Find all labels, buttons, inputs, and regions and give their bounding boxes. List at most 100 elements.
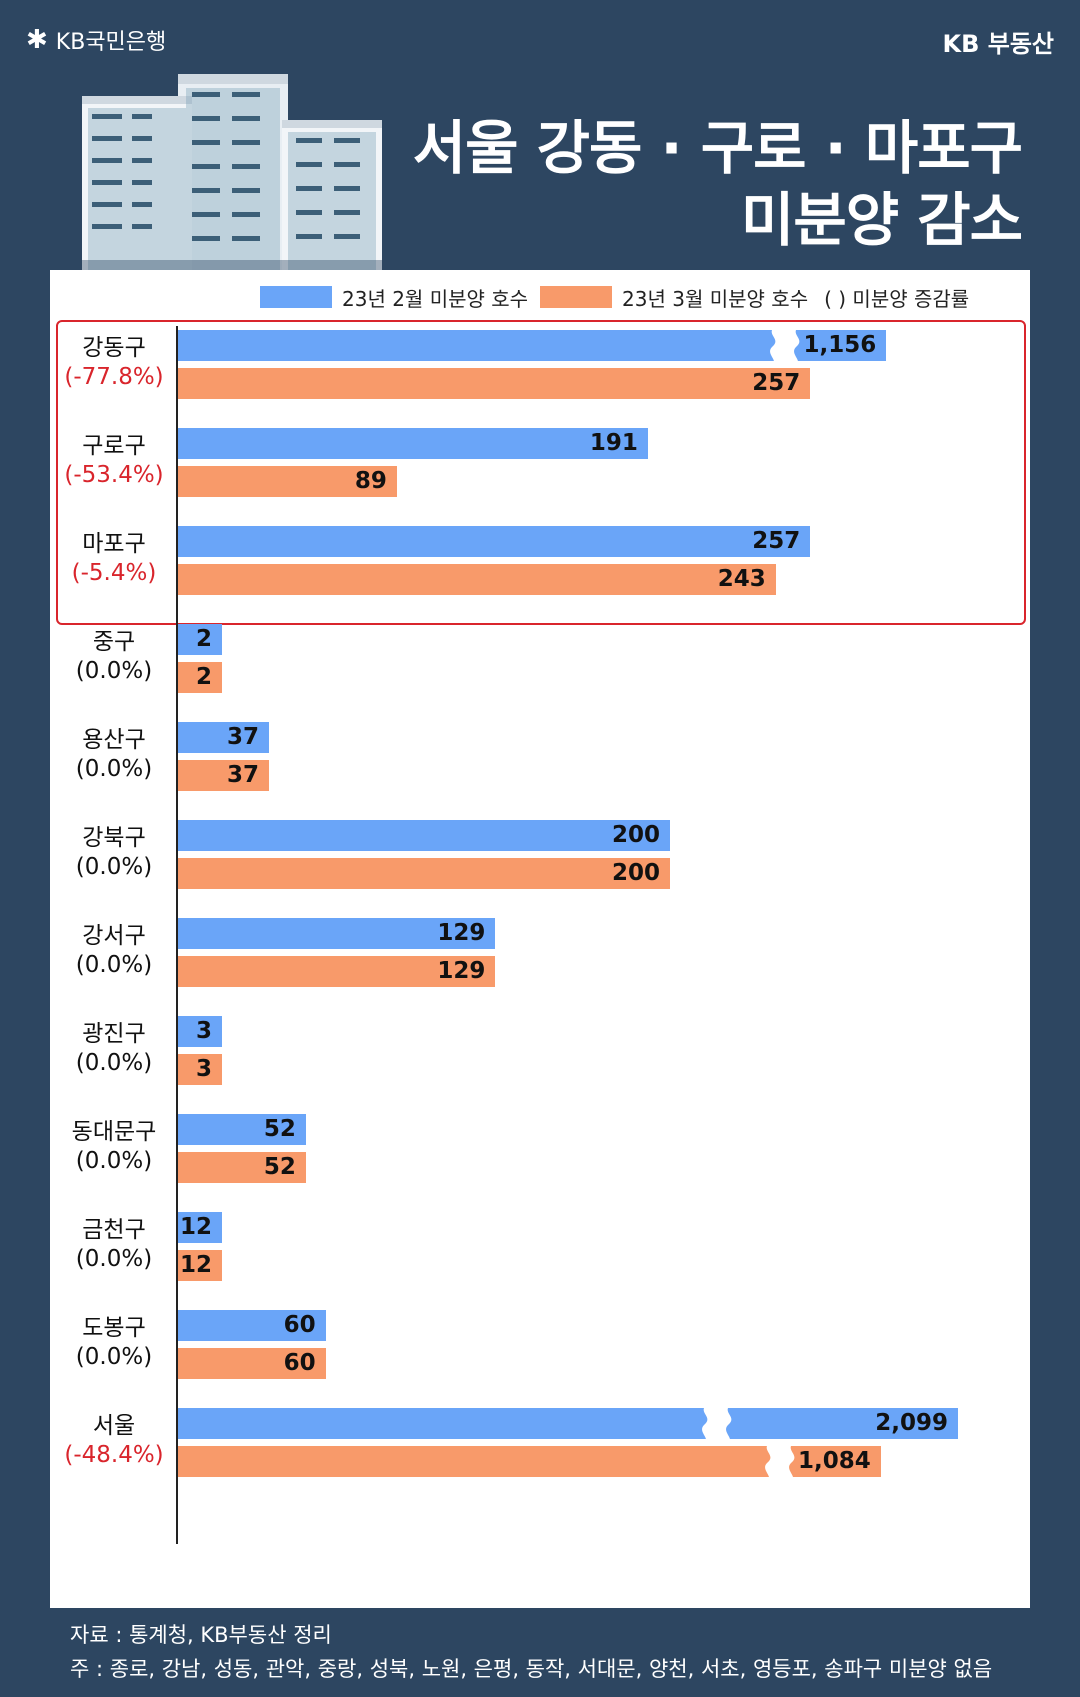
legend: 23년 2월 미분양 호수 23년 3월 미분양 호수 ( ) 미분양 증감률 xyxy=(260,282,969,312)
category-label: 도봉구 (0.0%) xyxy=(56,1314,172,1372)
category-label: 서울 (-48.4%) xyxy=(56,1412,172,1470)
bar-value-label: 89 xyxy=(354,468,387,494)
change-rate-label: (-77.8%) xyxy=(64,364,164,390)
category-name: 중구 xyxy=(92,629,136,655)
brand-left-text: KB국민은행 xyxy=(55,30,167,55)
change-rate-label: (0.0%) xyxy=(75,756,153,782)
bar-value-label: 2 xyxy=(195,626,212,652)
bar-value-label: 129 xyxy=(437,920,486,946)
category-name: 강북구 xyxy=(82,825,146,851)
bar-value-label: 12 xyxy=(179,1252,212,1278)
axis-break-mark xyxy=(702,1405,732,1442)
bar-value-label: 37 xyxy=(227,724,260,750)
bar-value-label: 37 xyxy=(227,762,260,788)
legend-label-feb: 23년 2월 미분양 호수 xyxy=(342,286,529,311)
category-name: 강서구 xyxy=(82,923,146,949)
bar-value-label: 257 xyxy=(752,370,801,396)
change-rate-label: (0.0%) xyxy=(75,854,153,880)
bar xyxy=(178,1446,881,1477)
category-label: 중구 (0.0%) xyxy=(56,628,172,686)
bar xyxy=(178,1250,222,1281)
axis-break-mark xyxy=(764,1443,795,1480)
bar xyxy=(178,1114,306,1145)
change-rate-label: (-48.4%) xyxy=(64,1442,164,1468)
bar xyxy=(178,428,648,459)
bar xyxy=(178,1408,958,1439)
kb-star-icon: ✱ xyxy=(26,25,48,55)
change-rate-label: (0.0%) xyxy=(75,1246,153,1272)
bar-value-label: 257 xyxy=(752,528,801,554)
axis-break-mark xyxy=(770,327,800,364)
bar-value-label: 52 xyxy=(263,1116,296,1142)
bar xyxy=(178,662,222,693)
bar-value-label: 1,084 xyxy=(798,1448,871,1474)
category-name: 용산구 xyxy=(82,727,146,753)
category-label: 광진구 (0.0%) xyxy=(56,1020,172,1078)
bar xyxy=(178,1016,222,1047)
highlight-box xyxy=(56,320,1026,625)
change-rate-label: (0.0%) xyxy=(75,952,153,978)
bar-value-label: 129 xyxy=(437,958,486,984)
change-rate-label: (-53.4%) xyxy=(64,462,164,488)
bar-value-label: 2 xyxy=(195,664,212,690)
category-name: 광진구 xyxy=(82,1021,146,1047)
category-label: 마포구 (-5.4%) xyxy=(56,530,172,588)
legend-swatch-mar xyxy=(540,286,613,308)
chart-panel: 23년 2월 미분양 호수 23년 3월 미분양 호수 ( ) 미분양 증감률 … xyxy=(50,270,1030,1608)
category-label: 금천구 (0.0%) xyxy=(56,1216,172,1274)
category-name: 강동구 xyxy=(82,335,146,361)
category-label: 구로구 (-53.4%) xyxy=(56,432,172,490)
bar-value-label: 12 xyxy=(179,1214,212,1240)
category-label: 동대문구 (0.0%) xyxy=(56,1118,172,1176)
category-label: 강북구 (0.0%) xyxy=(56,824,172,882)
bar xyxy=(178,1212,222,1243)
category-name: 금천구 xyxy=(82,1217,146,1243)
kb-bank-logo: ✱ KB국민은행 xyxy=(26,24,166,56)
bar xyxy=(178,624,222,655)
bar xyxy=(178,466,397,497)
bar xyxy=(178,1054,222,1085)
category-label: 용산구 (0.0%) xyxy=(56,726,172,784)
bar xyxy=(178,330,887,361)
legend-label-rate: ( ) 미분양 증감률 xyxy=(824,286,970,311)
category-axis-line xyxy=(176,326,178,1544)
source-text: 자료 : 통계청, KB부동산 정리 xyxy=(70,1623,332,1647)
change-rate-label: (0.0%) xyxy=(75,658,153,684)
bar xyxy=(178,918,496,949)
category-label: 강동구 (-77.8%) xyxy=(56,334,172,392)
bar-value-label: 60 xyxy=(283,1350,316,1376)
category-name: 동대문구 xyxy=(71,1119,157,1145)
bar-value-label: 200 xyxy=(611,822,660,848)
category-name: 구로구 xyxy=(82,433,146,459)
legend-item-feb: 23년 2월 미분양 호수 xyxy=(260,283,528,312)
apartment-buildings-illustration xyxy=(82,74,382,270)
bar xyxy=(178,1152,306,1183)
legend-swatch-feb xyxy=(260,286,332,308)
footer: 자료 : 통계청, KB부동산 정리 주 : 종로, 강남, 성동, 관악, 중… xyxy=(70,1618,992,1686)
title-line-2: 미분양 감소 xyxy=(741,186,1023,254)
legend-label-mar: 23년 3월 미분양 호수 xyxy=(622,286,809,311)
category-label: 강서구 (0.0%) xyxy=(56,922,172,980)
kb-realestate-logo: KB 부동산 xyxy=(942,30,1055,58)
bar-value-label: 191 xyxy=(589,430,638,456)
bar-value-label: 60 xyxy=(283,1312,316,1338)
bar xyxy=(178,956,496,987)
bar-value-label: 52 xyxy=(263,1154,296,1180)
legend-item-mar: 23년 3월 미분양 호수 xyxy=(540,283,808,312)
bar-value-label: 3 xyxy=(195,1056,212,1082)
category-name: 서울 xyxy=(92,1413,136,1439)
bar xyxy=(178,526,811,557)
change-rate-label: (0.0%) xyxy=(75,1050,153,1076)
bar-value-label: 1,156 xyxy=(803,332,877,358)
bar xyxy=(178,368,811,399)
change-rate-label: (-5.4%) xyxy=(71,560,157,586)
bar xyxy=(178,722,270,753)
bar-value-label: 200 xyxy=(611,860,660,886)
category-name: 마포구 xyxy=(82,531,146,557)
bar xyxy=(178,564,776,595)
bar-value-label: 3 xyxy=(195,1018,212,1044)
change-rate-label: (0.0%) xyxy=(75,1344,153,1370)
bar xyxy=(178,1348,326,1379)
note-text: 주 : 종로, 강남, 성동, 관악, 중랑, 성북, 노원, 은평, 동작, … xyxy=(70,1657,993,1681)
bar-value-label: 243 xyxy=(717,566,766,592)
